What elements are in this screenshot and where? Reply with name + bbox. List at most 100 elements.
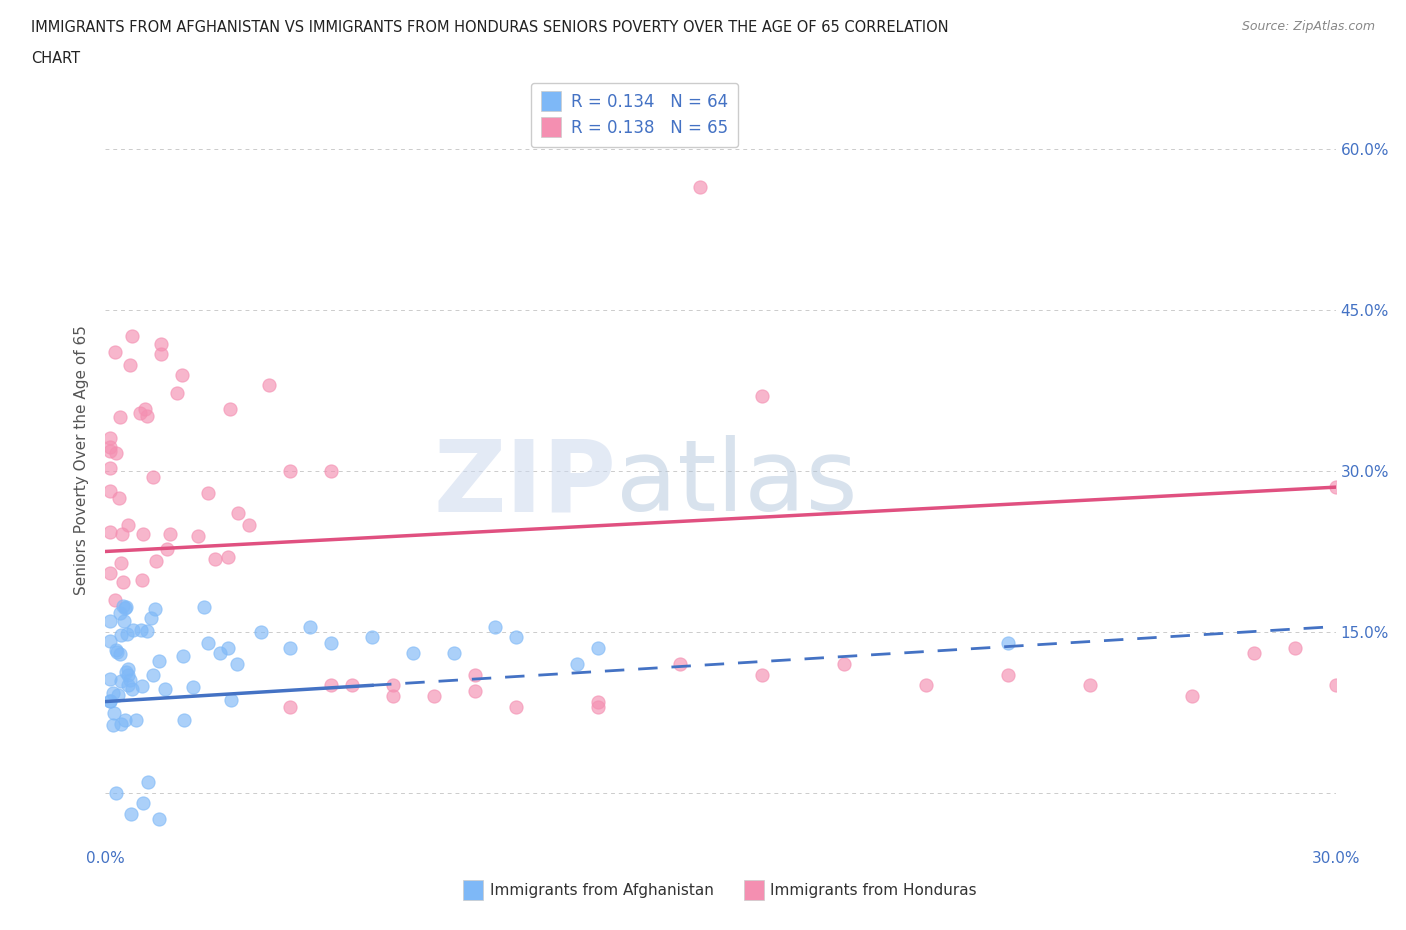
Point [565, 657, 588, 671]
Point [131, 573, 153, 588]
Point [114, 665, 136, 680]
Point [340, 678, 363, 693]
Point [136, 775, 159, 790]
Point [114, 601, 136, 616]
Point [464, 684, 486, 698]
Point [105, 643, 128, 658]
Point [98, 525, 121, 539]
Point [98, 633, 121, 648]
Point [197, 485, 219, 500]
Point [170, 367, 193, 382]
Point [98, 693, 121, 708]
Point [193, 600, 215, 615]
Point [114, 712, 136, 727]
Point [120, 806, 142, 821]
Point [914, 678, 936, 693]
Point [586, 699, 609, 714]
Point [586, 641, 609, 656]
Point [319, 678, 342, 693]
Point [117, 662, 139, 677]
Point [121, 681, 143, 696]
Point [98, 694, 121, 709]
Point [117, 668, 139, 683]
Point [145, 553, 167, 568]
Point [110, 605, 132, 620]
Point [115, 627, 138, 642]
Point [381, 689, 404, 704]
Point [689, 179, 711, 194]
Text: ZIP: ZIP [433, 435, 616, 532]
Point [110, 717, 132, 732]
Point [111, 526, 134, 541]
Point [98, 440, 121, 455]
Point [204, 551, 226, 566]
Point [1243, 646, 1265, 661]
Point [111, 599, 134, 614]
Point [103, 344, 125, 359]
Point [122, 622, 145, 637]
Point [107, 687, 129, 702]
Point [143, 602, 166, 617]
Text: Source: ZipAtlas.com: Source: ZipAtlas.com [1241, 20, 1375, 33]
Point [115, 600, 138, 615]
Point [319, 464, 342, 479]
Point [278, 641, 301, 656]
Point [98, 671, 121, 686]
Text: IMMIGRANTS FROM AFGHANISTAN VS IMMIGRANTS FROM HONDURAS SENIORS POVERTY OVER THE: IMMIGRANTS FROM AFGHANISTAN VS IMMIGRANT… [31, 20, 949, 35]
Point [299, 619, 322, 634]
Point [121, 328, 143, 343]
Point [117, 518, 139, 533]
Point [172, 649, 194, 664]
Point [98, 565, 121, 580]
Point [219, 692, 242, 707]
Point [1181, 689, 1204, 704]
Point [139, 610, 162, 625]
Point [187, 528, 209, 543]
Point [98, 443, 121, 458]
Point [402, 646, 425, 661]
Point [381, 678, 404, 693]
Point [118, 672, 141, 687]
Point [259, 378, 281, 392]
Point [132, 796, 155, 811]
Point [209, 646, 232, 661]
Point [505, 630, 527, 644]
Legend: Immigrants from Afghanistan, Immigrants from Honduras: Immigrants from Afghanistan, Immigrants … [458, 877, 983, 904]
Point [131, 678, 153, 693]
Point [218, 641, 240, 656]
Point [110, 627, 132, 642]
Point [484, 619, 506, 634]
Point [225, 657, 247, 671]
Point [219, 402, 242, 417]
Point [103, 705, 125, 720]
Point [142, 470, 165, 485]
Point [104, 592, 127, 607]
Point [111, 574, 134, 589]
Point [132, 526, 155, 541]
Text: CHART: CHART [31, 51, 80, 66]
Point [278, 699, 301, 714]
Point [98, 613, 121, 628]
Point [250, 624, 273, 639]
Point [103, 685, 125, 700]
Point [118, 358, 141, 373]
Point [173, 712, 195, 727]
Point [129, 623, 152, 638]
Point [668, 657, 690, 671]
Point [136, 623, 159, 638]
Y-axis label: Seniors Poverty Over the Age of 65: Seniors Poverty Over the Age of 65 [75, 326, 90, 595]
Point [134, 402, 156, 417]
Point [108, 646, 131, 661]
Point [464, 668, 486, 683]
Point [129, 405, 152, 420]
Text: atlas: atlas [616, 435, 858, 532]
Point [149, 346, 172, 361]
Point [156, 541, 179, 556]
Point [278, 464, 301, 479]
Point [98, 431, 121, 445]
Point [422, 689, 444, 704]
Point [751, 668, 773, 683]
Point [159, 526, 181, 541]
Point [110, 674, 132, 689]
Point [124, 712, 146, 727]
